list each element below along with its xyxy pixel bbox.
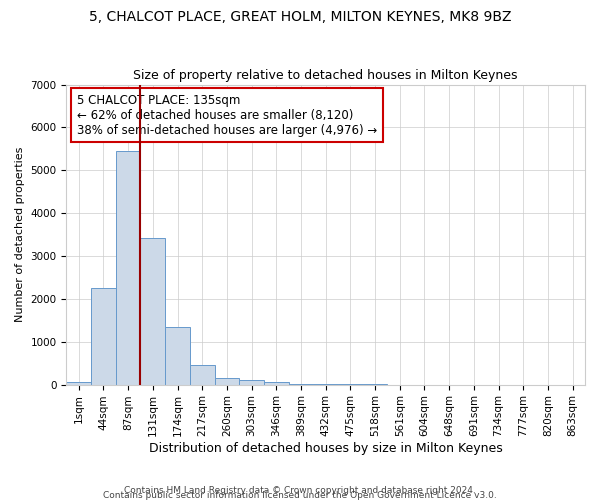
Bar [67, 382, 91, 384]
X-axis label: Distribution of detached houses by size in Milton Keynes: Distribution of detached houses by size … [149, 442, 503, 455]
Bar [165, 326, 190, 384]
Text: Contains public sector information licensed under the Open Government Licence v3: Contains public sector information licen… [103, 491, 497, 500]
Bar [239, 380, 264, 384]
Bar [215, 378, 239, 384]
Text: Contains HM Land Registry data © Crown copyright and database right 2024.: Contains HM Land Registry data © Crown c… [124, 486, 476, 495]
Bar [190, 366, 215, 384]
Bar [264, 382, 289, 384]
Text: 5 CHALCOT PLACE: 135sqm
← 62% of detached houses are smaller (8,120)
38% of semi: 5 CHALCOT PLACE: 135sqm ← 62% of detache… [77, 94, 377, 136]
Bar [140, 238, 165, 384]
Title: Size of property relative to detached houses in Milton Keynes: Size of property relative to detached ho… [133, 69, 518, 82]
Text: 5, CHALCOT PLACE, GREAT HOLM, MILTON KEYNES, MK8 9BZ: 5, CHALCOT PLACE, GREAT HOLM, MILTON KEY… [89, 10, 511, 24]
Y-axis label: Number of detached properties: Number of detached properties [15, 147, 25, 322]
Bar [91, 288, 116, 384]
Bar [116, 151, 140, 384]
